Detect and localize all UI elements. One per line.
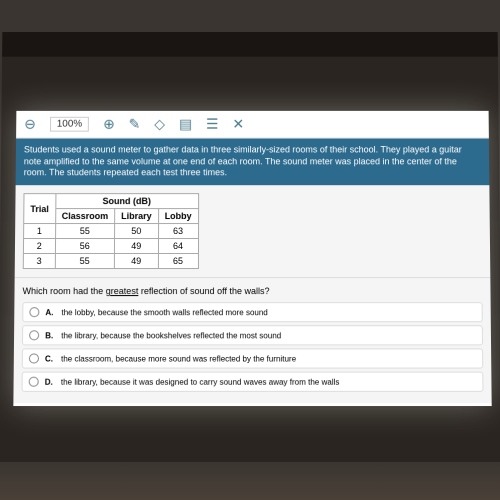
answer-option-c[interactable]: C. the classroom, because more sound was… bbox=[22, 348, 483, 368]
eraser-icon[interactable]: ◇ bbox=[154, 116, 165, 133]
col-lobby: Lobby bbox=[158, 209, 198, 224]
answer-letter: B. bbox=[45, 331, 53, 340]
answer-text: the library, because it was designed to … bbox=[61, 377, 340, 386]
zoom-out-icon[interactable]: ⊖ bbox=[24, 116, 36, 133]
answer-text: the classroom, because more sound was re… bbox=[61, 354, 296, 363]
sub-question-emphasis: greatest bbox=[106, 286, 139, 296]
zoom-level: 100% bbox=[50, 117, 89, 132]
zoom-in-icon[interactable]: ⊕ bbox=[103, 116, 115, 133]
cell-value: 64 bbox=[158, 239, 198, 254]
sub-question: Which room had the greatest reflection o… bbox=[14, 277, 490, 300]
question-prompt: Students used a sound meter to gather da… bbox=[16, 139, 490, 186]
answer-letter: D. bbox=[45, 377, 53, 386]
table-row: 3 55 49 65 bbox=[23, 254, 198, 269]
cell-trial: 1 bbox=[24, 224, 56, 239]
cell-value: 56 bbox=[55, 239, 115, 254]
answer-text: the library, because the bookshelves ref… bbox=[61, 331, 281, 340]
screen-content: ⊖ 100% ⊕ ✎ ◇ ▤ ☰ ✕ Students used a sound… bbox=[13, 111, 491, 406]
cell-value: 65 bbox=[158, 254, 198, 269]
answer-option-b[interactable]: B. the library, because the bookshelves … bbox=[22, 325, 483, 345]
header-sound: Sound (dB) bbox=[55, 194, 198, 209]
answer-letter: C. bbox=[45, 354, 53, 363]
radio-icon bbox=[29, 377, 39, 387]
data-table: Trial Sound (dB) Classroom Library Lobby… bbox=[23, 193, 199, 269]
answer-option-d[interactable]: D. the library, because it was designed … bbox=[22, 372, 484, 392]
table-section: Trial Sound (dB) Classroom Library Lobby… bbox=[15, 185, 491, 277]
close-icon[interactable]: ✕ bbox=[232, 116, 244, 133]
document-icon[interactable]: ▤ bbox=[179, 116, 192, 133]
table-row: 2 56 49 64 bbox=[23, 239, 198, 254]
cell-value: 55 bbox=[55, 254, 115, 269]
answer-option-a[interactable]: A. the lobby, because the smooth walls r… bbox=[22, 302, 483, 322]
radio-icon bbox=[29, 330, 39, 340]
table-row: 1 55 50 63 bbox=[24, 224, 199, 239]
cell-trial: 2 bbox=[23, 239, 55, 254]
cell-value: 49 bbox=[114, 239, 158, 254]
cell-trial: 3 bbox=[23, 254, 55, 269]
answer-text: the lobby, because the smooth walls refl… bbox=[61, 308, 267, 317]
answer-letter: A. bbox=[45, 308, 53, 317]
radio-icon bbox=[29, 307, 39, 317]
toolbar: ⊖ 100% ⊕ ✎ ◇ ▤ ☰ ✕ bbox=[16, 111, 489, 139]
cell-value: 49 bbox=[114, 254, 158, 269]
sub-question-prefix: Which room had the bbox=[22, 286, 105, 296]
monitor-frame: ⊖ 100% ⊕ ✎ ◇ ▤ ☰ ✕ Students used a sound… bbox=[0, 32, 500, 462]
cell-value: 63 bbox=[158, 224, 198, 239]
radio-icon bbox=[29, 354, 39, 364]
col-classroom: Classroom bbox=[55, 209, 115, 224]
pencil-icon[interactable]: ✎ bbox=[129, 116, 141, 133]
answers-list: A. the lobby, because the smooth walls r… bbox=[13, 300, 491, 403]
cell-value: 50 bbox=[115, 224, 159, 239]
sub-question-suffix: reflection of sound off the walls? bbox=[138, 286, 269, 296]
list-icon[interactable]: ☰ bbox=[206, 116, 219, 133]
desk-edge bbox=[0, 460, 500, 500]
cell-value: 55 bbox=[55, 224, 115, 239]
header-trial: Trial bbox=[24, 194, 56, 224]
col-library: Library bbox=[115, 209, 159, 224]
